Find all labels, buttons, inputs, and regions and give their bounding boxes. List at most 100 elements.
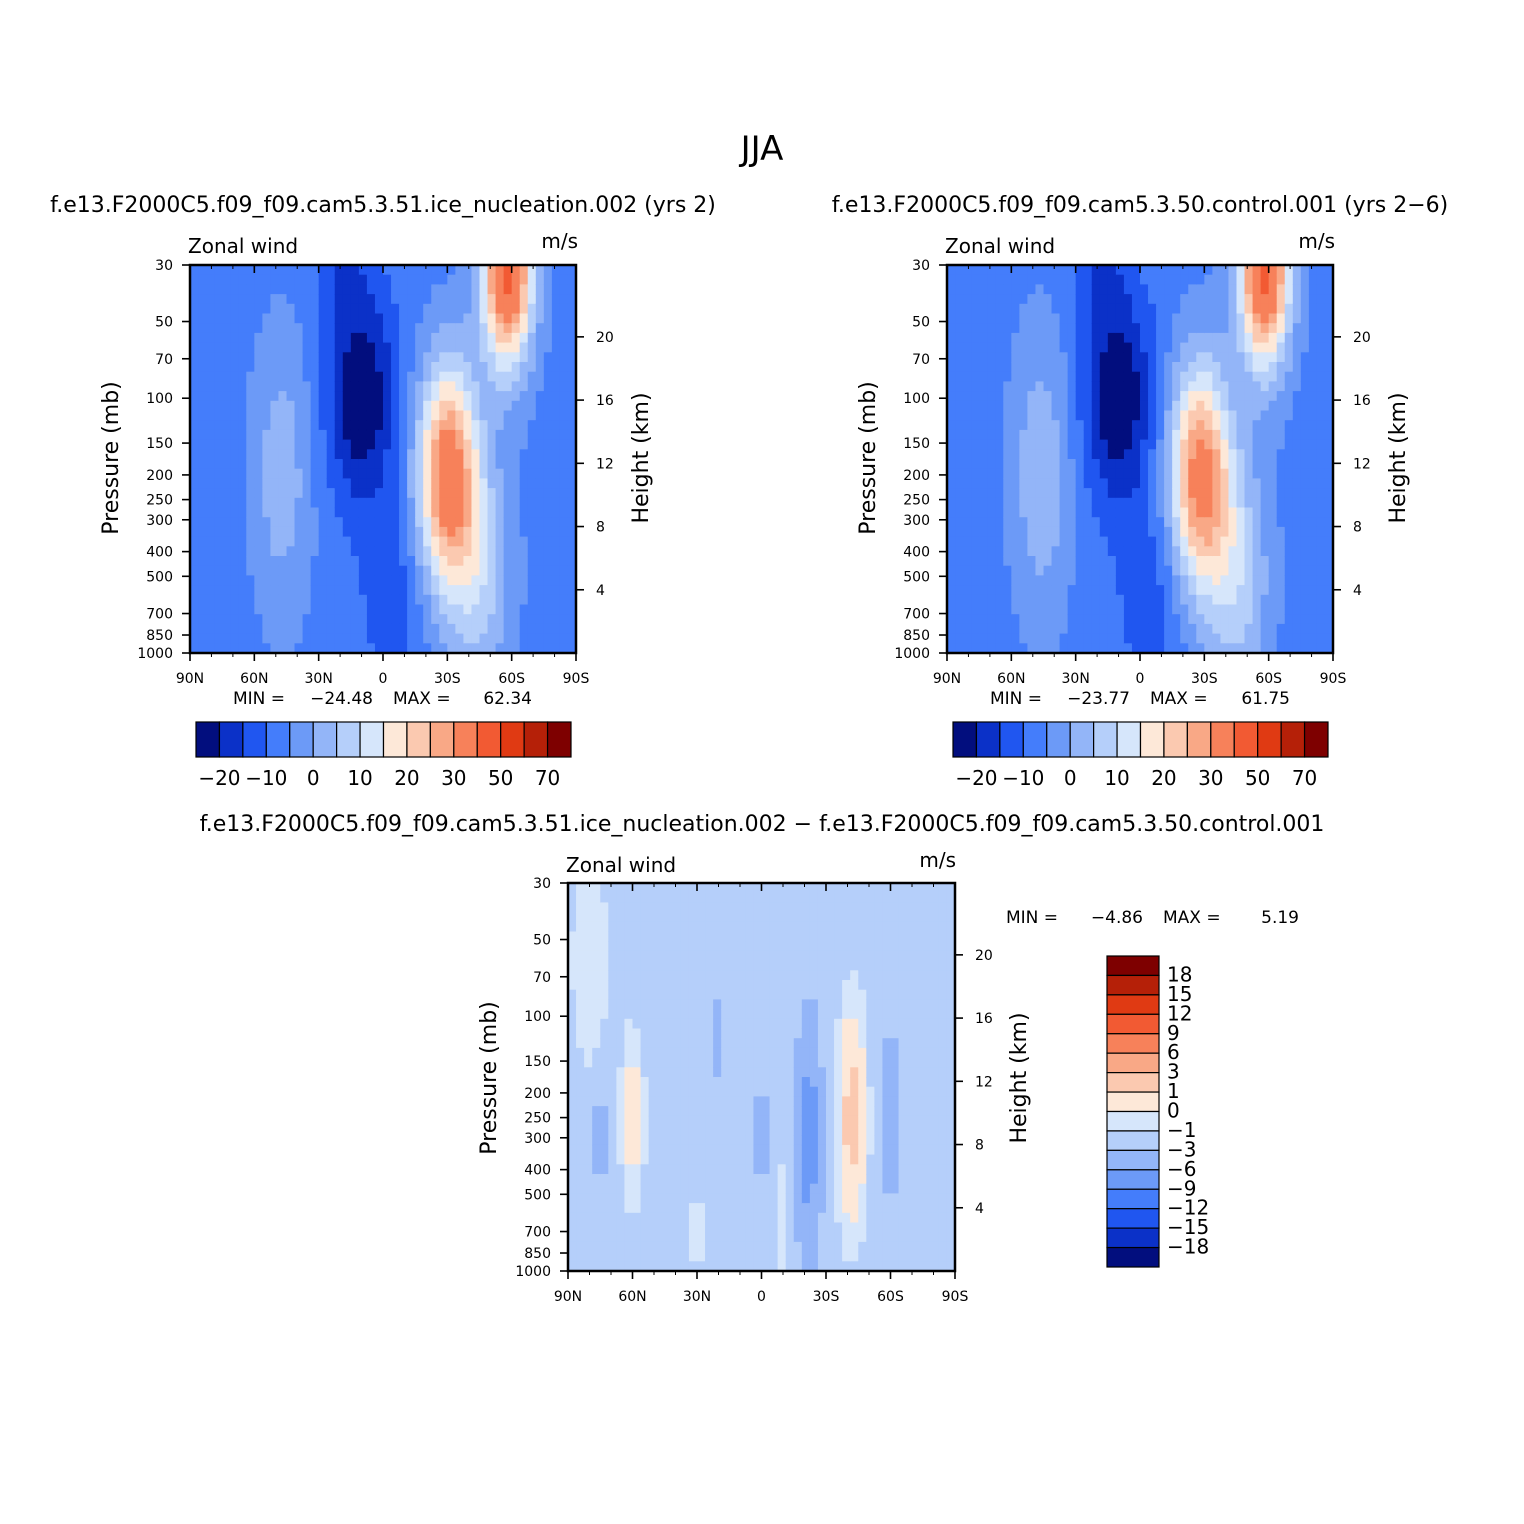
contour-cell-top-right bbox=[1212, 284, 1222, 295]
contour-cell-difference bbox=[664, 941, 674, 952]
contour-cell-difference bbox=[584, 1164, 593, 1175]
contour-cell-difference bbox=[672, 1018, 682, 1030]
contour-cell-difference bbox=[640, 1018, 650, 1030]
contour-cell-top-left bbox=[487, 313, 497, 324]
contour-cell-top-right bbox=[1260, 342, 1270, 353]
contour-cell-top-right bbox=[1308, 400, 1318, 412]
contour-cell-top-left bbox=[463, 643, 473, 654]
contour-cell-top-right bbox=[1228, 420, 1238, 431]
contour-cell-top-right bbox=[1244, 507, 1254, 518]
contour-cell-top-left bbox=[447, 459, 456, 470]
contour-cell-top-right bbox=[1284, 623, 1294, 635]
contour-cell-top-left bbox=[334, 507, 344, 518]
contour-cell-top-left bbox=[415, 556, 424, 567]
contour-cell-difference bbox=[721, 1057, 730, 1068]
contour-cell-top-right bbox=[1123, 352, 1133, 363]
contour-cell-top-left bbox=[278, 556, 288, 567]
contour-cell-top-right bbox=[1260, 303, 1270, 315]
contour-cell-difference bbox=[672, 1222, 682, 1233]
contour-cell-top-left bbox=[310, 265, 320, 276]
contour-cell-top-right bbox=[1027, 594, 1037, 606]
contour-cell-top-right bbox=[1308, 536, 1318, 547]
contour-cell-top-right bbox=[1212, 429, 1222, 441]
contour-cell-top-right bbox=[1083, 274, 1093, 285]
contour-cell-top-left bbox=[326, 449, 336, 460]
contour-cell-difference bbox=[729, 912, 738, 923]
contour-cell-top-right bbox=[1268, 633, 1278, 644]
panel-title-top-left: f.e13.F2000C5.f09_f09.cam5.3.51.ice_nucl… bbox=[50, 193, 716, 218]
contour-cell-top-left bbox=[270, 429, 280, 441]
contour-cell-top-left bbox=[350, 420, 360, 431]
contour-cell-top-right bbox=[1308, 265, 1318, 276]
contour-cell-difference bbox=[697, 1232, 706, 1243]
contour-cell-top-left bbox=[262, 332, 272, 344]
contour-cell-top-left bbox=[302, 546, 312, 557]
contour-cell-top-left bbox=[294, 585, 304, 596]
contour-cell-difference bbox=[737, 1096, 746, 1107]
contour-cell-difference bbox=[705, 1009, 714, 1020]
contour-cell-top-left bbox=[318, 459, 328, 470]
contour-cell-top-left bbox=[302, 332, 312, 344]
contour-cell-top-right bbox=[979, 274, 988, 285]
contour-cell-top-left bbox=[238, 265, 247, 276]
contour-cell-top-left bbox=[431, 332, 440, 344]
contour-cell-difference bbox=[672, 1232, 682, 1243]
contour-cell-top-right bbox=[947, 536, 956, 547]
contour-cell-top-right bbox=[1083, 449, 1093, 460]
contour-cell-top-right bbox=[1236, 371, 1246, 382]
contour-cell-top-right bbox=[1003, 575, 1012, 586]
contour-cell-top-right bbox=[1276, 468, 1286, 479]
contour-cell-top-right bbox=[1091, 565, 1101, 576]
contour-cell-top-left bbox=[567, 459, 577, 470]
contour-cell-difference bbox=[713, 931, 722, 942]
contour-cell-top-right bbox=[1244, 410, 1254, 421]
contour-cell-top-left bbox=[374, 575, 384, 586]
contour-cell-top-left bbox=[535, 284, 545, 295]
contour-cell-difference bbox=[600, 1241, 609, 1253]
contour-cell-top-left bbox=[567, 488, 577, 499]
contour-cell-top-right bbox=[995, 546, 1004, 557]
contour-cell-top-left bbox=[527, 371, 537, 382]
contour-cell-top-right bbox=[1252, 488, 1262, 499]
contour-cell-difference bbox=[737, 902, 746, 913]
contour-cell-top-right bbox=[995, 265, 1004, 276]
contour-cell-top-right bbox=[1051, 546, 1061, 557]
contour-cell-top-left bbox=[246, 439, 255, 450]
contour-cell-difference bbox=[584, 1203, 593, 1214]
contour-cell-difference bbox=[664, 1135, 674, 1146]
contour-cell-top-right bbox=[1131, 633, 1141, 644]
contour-cell-difference bbox=[737, 1251, 746, 1262]
contour-cell-difference bbox=[576, 1261, 585, 1272]
contour-cell-top-right bbox=[955, 362, 964, 373]
contour-cell-top-right bbox=[947, 274, 956, 285]
contour-cell-top-left bbox=[423, 604, 432, 615]
contour-cell-top-right bbox=[1051, 265, 1061, 276]
contour-cell-top-right bbox=[947, 497, 956, 509]
contour-cell-top-left bbox=[246, 381, 255, 392]
contour-cell-top-left bbox=[543, 391, 553, 402]
contour-cell-top-right bbox=[1260, 488, 1270, 499]
contour-cell-top-right bbox=[1027, 313, 1037, 324]
contour-cell-top-right bbox=[1300, 575, 1310, 586]
contour-cell-difference bbox=[568, 883, 577, 894]
contour-cell-difference bbox=[608, 892, 617, 903]
contour-cell-difference bbox=[648, 1212, 658, 1224]
contour-cell-top-left bbox=[230, 478, 239, 489]
contour-cell-top-left bbox=[238, 565, 247, 576]
contour-cell-top-right bbox=[971, 332, 980, 344]
contour-cell-top-right bbox=[1148, 526, 1157, 538]
contour-cell-difference bbox=[640, 883, 650, 894]
contour-cell-top-right bbox=[1204, 332, 1213, 344]
contour-cell-difference bbox=[697, 1125, 706, 1136]
contour-cell-top-right bbox=[1131, 585, 1141, 596]
contour-cell-top-right bbox=[1019, 391, 1029, 402]
contour-cell-top-right bbox=[955, 478, 964, 489]
contour-cell-difference bbox=[584, 960, 593, 971]
contour-cell-top-right bbox=[1067, 284, 1077, 295]
contour-cell-top-left bbox=[238, 429, 247, 441]
contour-cell-top-right bbox=[1324, 449, 1334, 460]
contour-cell-top-right bbox=[1276, 449, 1286, 460]
contour-cell-top-right bbox=[1284, 594, 1294, 606]
contour-cell-top-left bbox=[262, 429, 272, 441]
contour-cell-top-left bbox=[439, 371, 448, 382]
